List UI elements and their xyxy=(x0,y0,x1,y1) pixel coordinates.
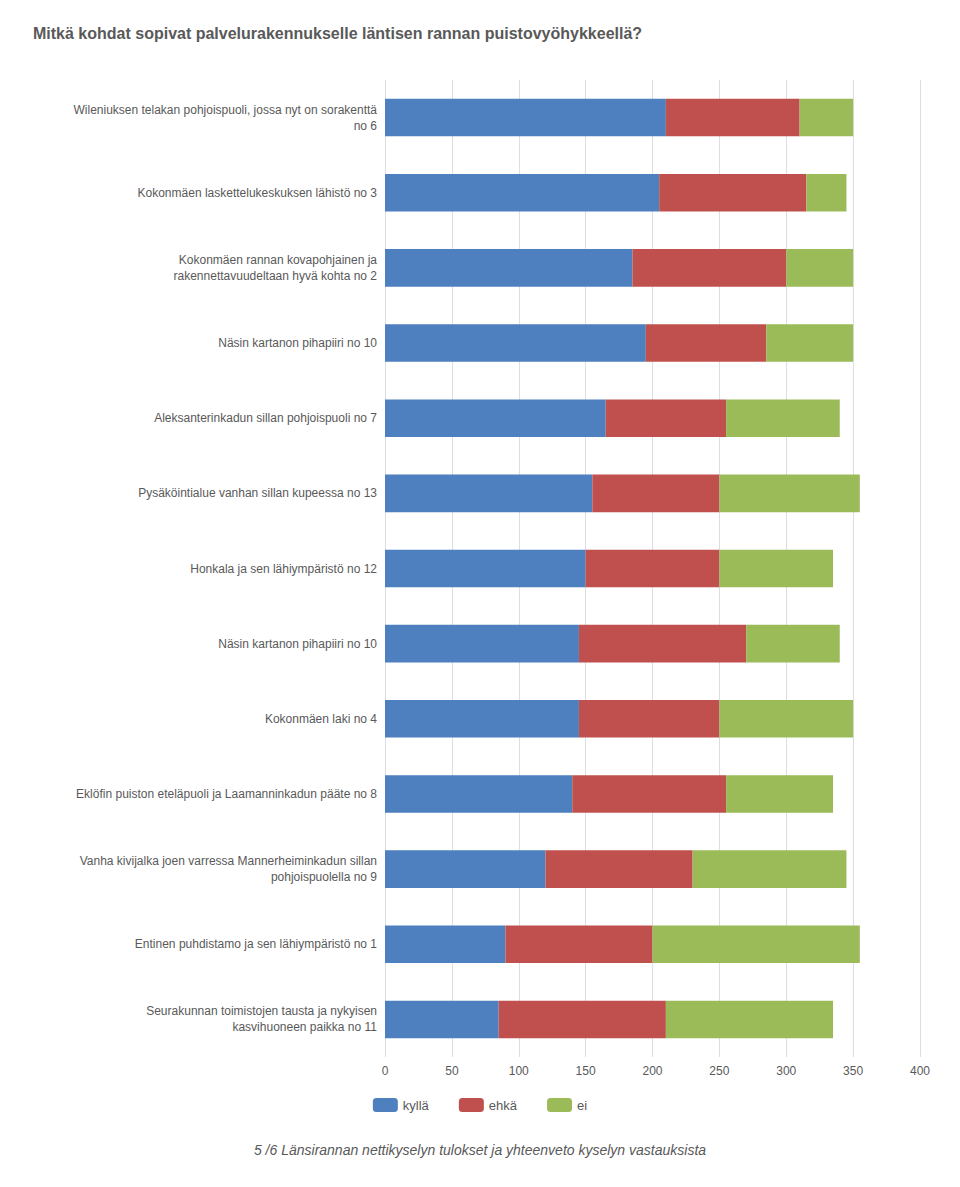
svg-text:Vanha kivijalka joen varressa: Vanha kivijalka joen varressa Mannerheim… xyxy=(80,854,377,868)
svg-text:100: 100 xyxy=(509,1064,529,1078)
svg-text:300: 300 xyxy=(776,1064,796,1078)
svg-text:ei: ei xyxy=(577,1098,587,1113)
svg-text:Kokonmäen rannan kovapohjainen: Kokonmäen rannan kovapohjainen ja xyxy=(179,253,377,267)
svg-text:ehkä: ehkä xyxy=(489,1098,518,1113)
svg-text:Honkala ja sen lähiympäristö n: Honkala ja sen lähiympäristö no 12 xyxy=(190,562,377,576)
svg-text:pohjoispuolella no 9: pohjoispuolella no 9 xyxy=(271,870,377,884)
svg-text:0: 0 xyxy=(382,1064,389,1078)
svg-text:no 6: no 6 xyxy=(354,119,378,133)
svg-text:50: 50 xyxy=(445,1064,459,1078)
svg-text:Pysäköintialue vanhan sillan k: Pysäköintialue vanhan sillan kupeessa no… xyxy=(138,486,377,500)
svg-text:250: 250 xyxy=(709,1064,729,1078)
svg-text:kasvihuoneen paikka no 11: kasvihuoneen paikka no 11 xyxy=(232,1020,377,1034)
svg-text:Entinen puhdistamo ja sen lähi: Entinen puhdistamo ja sen lähiympäristö … xyxy=(135,937,377,951)
svg-text:Näsin kartanon pihapiiri no 10: Näsin kartanon pihapiiri no 10 xyxy=(218,637,377,651)
svg-text:5 /6 Länsirannan nettikyselyn: 5 /6 Länsirannan nettikyselyn tulokset j… xyxy=(254,1142,706,1158)
svg-text:Mitkä kohdat sopivat palvelura: Mitkä kohdat sopivat palvelurakennuksell… xyxy=(33,25,642,42)
svg-text:Aleksanterinkadun sillan pohjo: Aleksanterinkadun sillan pohjoispuoli no… xyxy=(154,411,377,425)
svg-text:Kokonmäen laskettelukeskuksen: Kokonmäen laskettelukeskuksen lähistö no… xyxy=(138,186,378,200)
svg-text:400: 400 xyxy=(910,1064,930,1078)
svg-text:150: 150 xyxy=(576,1064,596,1078)
svg-text:kyllä: kyllä xyxy=(403,1098,430,1113)
svg-text:rakennettavuudeltaan hyvä koht: rakennettavuudeltaan hyvä kohta no 2 xyxy=(174,269,378,283)
svg-text:Eklöfin puiston eteläpuoli ja: Eklöfin puiston eteläpuoli ja Laamannink… xyxy=(76,787,377,801)
svg-text:Kokonmäen laki no 4: Kokonmäen laki no 4 xyxy=(265,712,377,726)
svg-text:Wileniuksen telakan pohjoispuo: Wileniuksen telakan pohjoispuoli, jossa … xyxy=(73,103,377,117)
svg-text:350: 350 xyxy=(843,1064,863,1078)
svg-text:Näsin kartanon pihapiiri no 10: Näsin kartanon pihapiiri no 10 xyxy=(218,336,377,350)
svg-text:200: 200 xyxy=(642,1064,662,1078)
svg-text:Seurakunnan toimistojen tausta: Seurakunnan toimistojen tausta ja nykyis… xyxy=(146,1004,377,1018)
